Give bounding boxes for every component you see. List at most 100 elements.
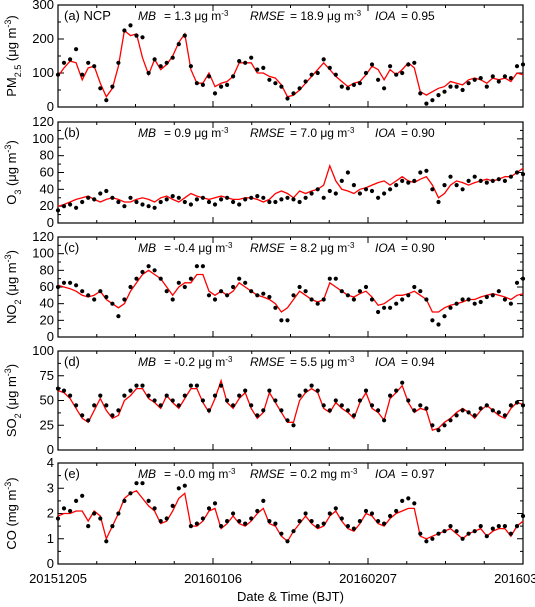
obs-point: [279, 408, 284, 413]
panel-label: (d): [64, 354, 80, 369]
obs-point: [200, 82, 205, 87]
obs-point: [182, 483, 187, 488]
obs-point: [448, 418, 453, 423]
obs-point: [351, 82, 356, 87]
obs-point: [382, 418, 387, 423]
obs-point: [237, 519, 242, 524]
obs-point: [321, 195, 326, 200]
obs-point: [478, 178, 483, 183]
obs-point: [152, 398, 157, 403]
obs-point: [61, 204, 67, 209]
obs-point: [267, 77, 272, 82]
obs-point: [122, 297, 127, 302]
y-tick-label: 200: [32, 31, 54, 46]
obs-point: [448, 305, 453, 310]
obs-point: [116, 314, 121, 319]
obs-point: [273, 81, 278, 86]
obs-point: [394, 388, 399, 393]
stat-rmse-label: RMSE: [250, 467, 286, 481]
panel-label: (a) NCP: [64, 8, 111, 23]
obs-point: [309, 383, 314, 388]
obs-point: [255, 67, 260, 72]
obs-point: [219, 383, 224, 388]
obs-point: [357, 81, 362, 86]
obs-point: [351, 183, 356, 188]
stat-rmse-value: = 0.2 mg m-3: [290, 467, 358, 482]
obs-point: [249, 516, 254, 521]
obs-point: [243, 197, 248, 202]
obs-point: [158, 64, 163, 69]
obs-point: [339, 84, 344, 89]
obs-point: [424, 168, 429, 173]
obs-point: [61, 60, 67, 65]
y-tick-label: 1: [47, 531, 54, 546]
obs-point: [406, 180, 411, 185]
obs-point: [110, 524, 115, 529]
obs-point: [490, 74, 495, 79]
obs-point: [128, 388, 133, 393]
obs-point: [152, 506, 157, 511]
obs-point: [484, 403, 489, 408]
obs-point: [206, 293, 212, 298]
stat-rmse-label: RMSE: [250, 9, 286, 23]
obs-point: [249, 195, 254, 200]
obs-point: [376, 77, 381, 82]
obs-point: [104, 98, 109, 103]
obs-point: [490, 408, 495, 413]
obs-point: [134, 199, 139, 205]
x-tick-label: 20151205: [29, 571, 87, 586]
obs-point: [188, 524, 193, 529]
obs-point: [412, 408, 417, 413]
obs-point: [146, 264, 151, 269]
obs-point: [194, 264, 199, 269]
obs-point: [55, 284, 61, 290]
obs-point: [273, 199, 278, 205]
obs-point: [219, 289, 224, 294]
obs-point: [406, 62, 411, 67]
obs-point: [514, 64, 520, 69]
obs-point: [219, 197, 224, 202]
obs-point: [309, 191, 314, 196]
obs-point: [436, 428, 441, 433]
obs-point: [279, 197, 284, 202]
obs-point: [176, 42, 181, 47]
obs-point: [122, 393, 127, 398]
obs-point: [442, 529, 447, 534]
stat-ioa-label: IOA: [375, 355, 396, 369]
obs-point: [110, 195, 115, 200]
y-tick-label: 80: [40, 148, 54, 163]
obs-point: [164, 289, 169, 294]
obs-point: [333, 276, 338, 281]
stat-rmse-label: RMSE: [250, 355, 286, 369]
obs-point: [255, 508, 260, 514]
obs-point: [454, 529, 459, 534]
obs-point: [520, 62, 526, 67]
obs-point: [454, 183, 459, 188]
obs-point: [152, 205, 157, 210]
obs-point: [291, 293, 296, 298]
obs-point: [369, 511, 375, 516]
obs-point: [225, 195, 230, 200]
obs-point: [460, 536, 465, 541]
obs-point: [297, 199, 302, 205]
obs-point: [134, 33, 139, 38]
obs-point: [80, 199, 85, 205]
obs-point: [212, 297, 218, 302]
y-axis-label: CO (mg m-3): [3, 477, 19, 549]
obs-point: [170, 297, 175, 302]
obs-point: [478, 299, 483, 305]
stat-ioa-value: = 0.90: [401, 126, 435, 140]
obs-point: [412, 178, 417, 183]
obs-point: [333, 191, 338, 196]
obs-point: [400, 178, 405, 183]
obs-point: [297, 86, 302, 91]
obs-point: [74, 498, 79, 503]
obs-point: [490, 526, 495, 531]
obs-point: [508, 403, 513, 408]
obs-point: [357, 398, 362, 403]
obs-point: [454, 84, 459, 89]
y-tick-label: 50: [40, 393, 54, 408]
obs-point: [158, 403, 163, 408]
obs-point: [146, 498, 151, 503]
stat-ioa-value: = 0.95: [401, 9, 435, 23]
